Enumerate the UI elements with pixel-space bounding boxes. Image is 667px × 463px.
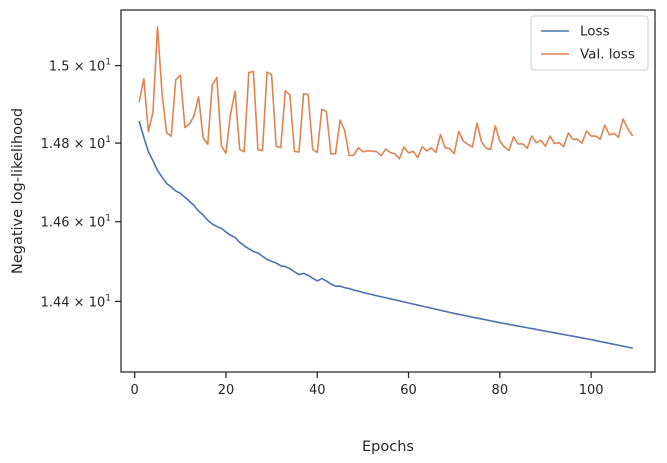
x-tick-label: 0: [131, 383, 139, 398]
y-axis-label: Negative log-likelihood: [10, 108, 26, 274]
x-tick-label: 20: [218, 383, 235, 398]
y-tick-label: 1.46 × 101: [41, 214, 111, 231]
plot-lines: [138, 26, 633, 349]
legend-box: [530, 15, 649, 71]
y-axis: 1.44 × 101 1.46 × 101 1.48 × 101 1.5 × 101: [41, 58, 121, 310]
legend-label-loss: Loss: [580, 24, 610, 40]
legend: Loss Val. loss: [530, 15, 649, 71]
x-tick-label: 100: [579, 383, 604, 398]
x-tick-label: 60: [400, 383, 417, 398]
x-axis: 0 20 40 60 80 100: [131, 372, 604, 398]
x-tick-label: 40: [309, 383, 326, 398]
y-tick-label: 1.44 × 101: [41, 293, 111, 310]
y-tick-label: 1.48 × 101: [41, 135, 111, 152]
series-line-loss: [138, 120, 633, 349]
y-tick-label: 1.5 × 101: [49, 58, 111, 75]
series-line-val-loss: [138, 26, 633, 160]
x-axis-label: Epochs: [362, 439, 414, 455]
x-tick-label: 80: [492, 383, 509, 398]
plot-frame: [120, 9, 656, 373]
legend-label-val-loss: Val. loss: [580, 47, 635, 63]
